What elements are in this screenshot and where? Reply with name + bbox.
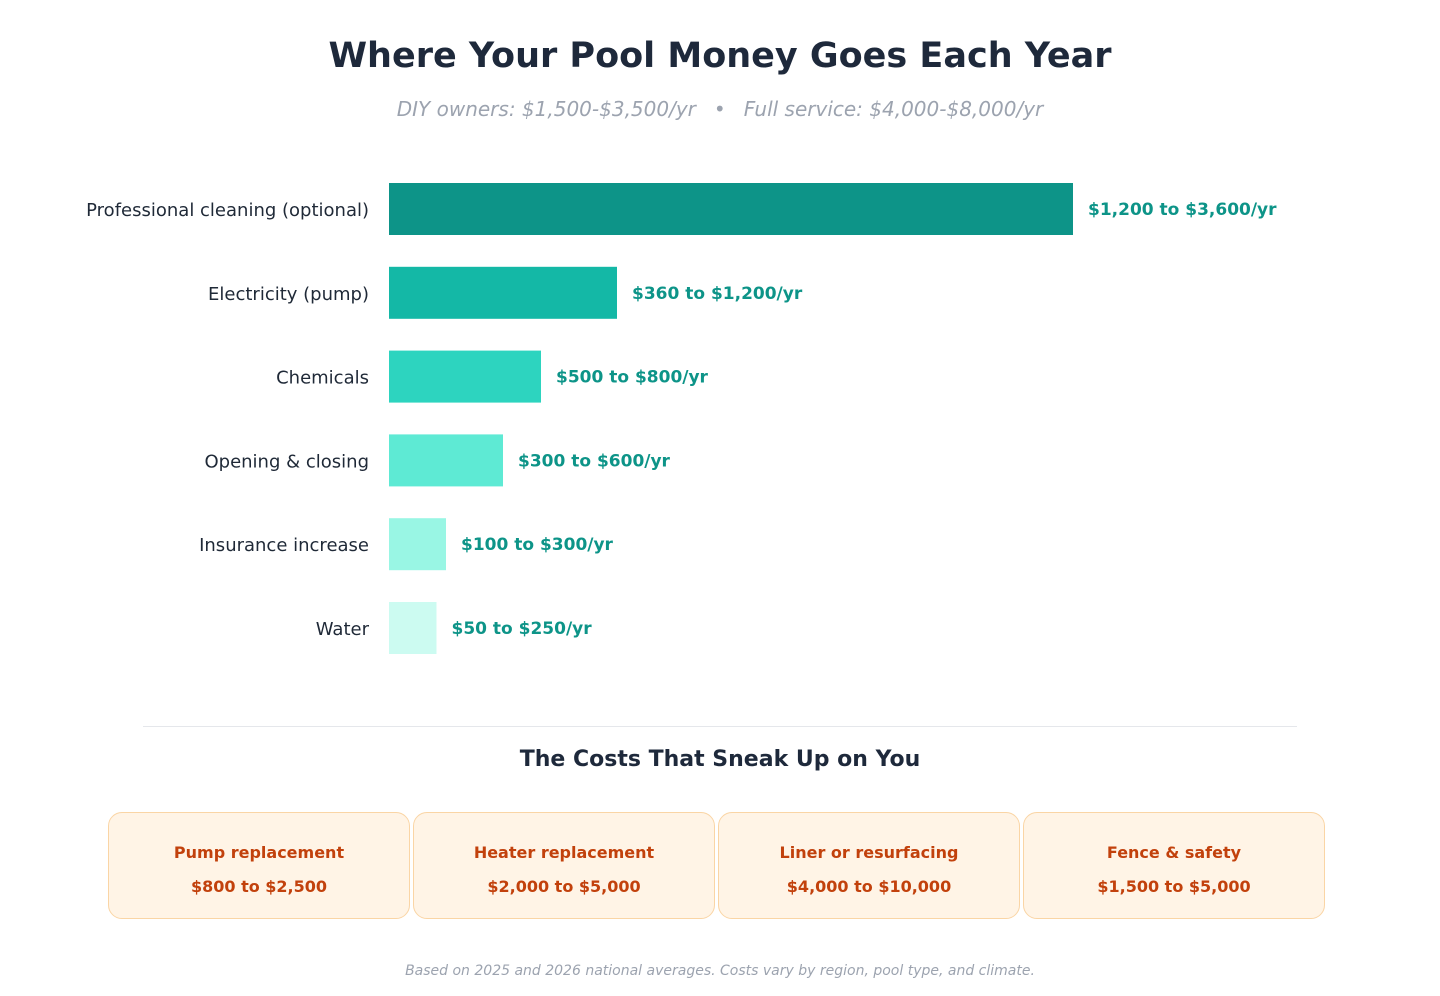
category-label: Professional cleaning (optional) — [86, 200, 369, 221]
hidden-cost-cards: Pump replacement $800 to $2,500 Heater r… — [108, 812, 1325, 919]
card-cost: $1,500 to $5,000 — [1097, 877, 1251, 896]
data-label: $300 to $600/yr — [518, 451, 671, 471]
footnote: Based on 2025 and 2026 national averages… — [405, 963, 1035, 979]
section-title: The Costs That Sneak Up on You — [519, 747, 921, 772]
category-label: Insurance increase — [199, 535, 369, 556]
card-cost: $4,000 to $10,000 — [786, 877, 952, 896]
bar — [389, 434, 503, 487]
hidden-cost-card: Heater replacement $2,000 to $5,000 — [413, 812, 715, 919]
subtitle-diy: DIY owners: $1,500-$3,500/yr — [396, 97, 696, 121]
card-name: Liner or resurfacing — [779, 843, 959, 862]
category-label: Chemicals — [276, 368, 369, 389]
data-label: $1,200 to $3,600/yr — [1088, 200, 1277, 220]
hidden-cost-card: Pump replacement $800 to $2,500 — [108, 812, 410, 919]
data-label: $100 to $300/yr — [461, 535, 614, 555]
hidden-cost-card: Fence & safety $1,500 to $5,000 — [1023, 812, 1325, 919]
data-label: $50 to $250/yr — [452, 619, 593, 639]
hidden-cost-card: Liner or resurfacing $4,000 to $10,000 — [718, 812, 1020, 919]
subtitle-full-service: Full service: $4,000-$8,000/yr — [743, 97, 1044, 121]
data-label: $360 to $1,200/yr — [632, 284, 803, 304]
bar — [389, 602, 437, 654]
card-name: Heater replacement — [473, 843, 655, 862]
chart-subtitle: DIY owners: $1,500-$3,500/yr • Full servic… — [0, 97, 1440, 121]
bar — [389, 518, 446, 571]
chart-title: Where Your Pool Money Goes Each Year — [328, 36, 1112, 76]
bar — [389, 183, 1073, 235]
card-cost: $2,000 to $5,000 — [487, 877, 641, 896]
category-label: Opening & closing — [204, 451, 369, 472]
bar — [389, 350, 541, 403]
card-name: Fence & safety — [1106, 843, 1242, 862]
bar — [389, 266, 617, 319]
data-label: $500 to $800/yr — [556, 368, 709, 388]
category-label: Water — [316, 619, 370, 640]
section-divider — [143, 726, 1297, 727]
category-label: Electricity (pump) — [208, 284, 369, 305]
card-cost: $800 to $2,500 — [190, 877, 328, 896]
card-name: Pump replacement — [173, 843, 345, 862]
subtitle-separator: • — [713, 97, 726, 121]
bar-chart: Professional cleaning (optional) $1,200 t… — [86, 183, 1277, 654]
